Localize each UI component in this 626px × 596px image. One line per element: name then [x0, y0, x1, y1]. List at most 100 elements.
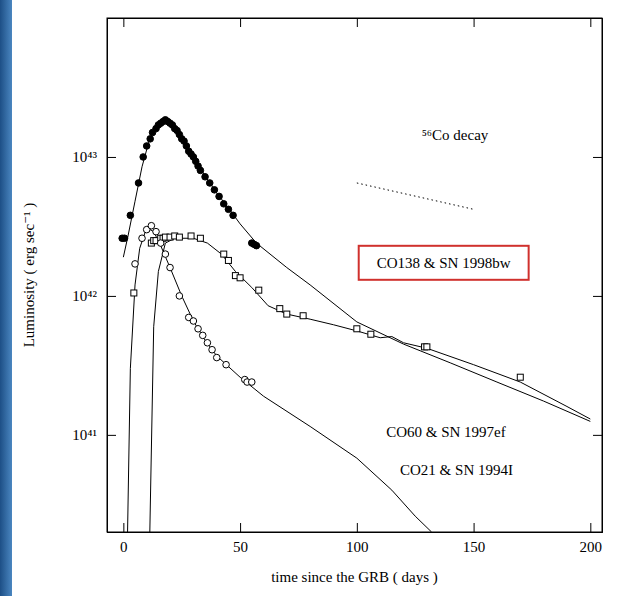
data-point [230, 212, 237, 219]
data-point [221, 251, 227, 257]
series-label: CO60 & SN 1997ef [386, 424, 506, 440]
tick-mark [123, 523, 124, 532]
data-point [197, 235, 203, 241]
y-axis-title: Luminosity ( erg sec⁻¹ ) [21, 203, 38, 348]
tick-mark [357, 523, 358, 532]
tick-mark [240, 18, 241, 27]
data-point [225, 206, 232, 213]
tick: 10⁴³ [72, 149, 116, 165]
chart-container: 05010015020010⁴¹10⁴²10⁴³time since the G… [0, 0, 626, 596]
data-point [237, 275, 243, 281]
axis-line [108, 19, 117, 533]
tick-mark [474, 523, 475, 532]
tick: 10⁴² [72, 288, 116, 304]
series-labels: CO138 & SN 1998bw CO60 & SN 1997ef CO21 & … [359, 127, 529, 478]
data-point [424, 344, 430, 350]
data-point [157, 240, 164, 247]
data-point [220, 201, 227, 208]
tick-label: 50 [233, 539, 248, 555]
tick-label: 10⁴³ [72, 149, 97, 165]
data-point [131, 290, 137, 296]
y-axis: 10⁴¹ 10⁴² 10⁴³ [72, 19, 116, 533]
data-point [256, 287, 262, 293]
tick: 200 [580, 523, 603, 555]
tick-mark [107, 157, 116, 158]
data-point [188, 233, 194, 239]
axis-line [108, 19, 603, 28]
series-label: CO138 & SN 1998bw [377, 255, 511, 271]
data-point [204, 339, 211, 346]
series-label-group: ⁵⁶Co decay [422, 127, 489, 143]
tick: 10⁴¹ [72, 427, 116, 443]
tick-mark [240, 523, 241, 532]
axis-line [593, 19, 603, 533]
model-curve [123, 120, 590, 422]
tick [357, 18, 358, 27]
data-point [202, 173, 209, 180]
background-strip [0, 0, 12, 596]
data-point [195, 325, 202, 332]
data-point [162, 251, 169, 258]
plot-area [119, 117, 590, 532]
data-point [167, 264, 174, 271]
data-point [225, 257, 231, 263]
data-point [213, 354, 220, 361]
tick-label: 10⁴¹ [72, 427, 97, 443]
data-point [176, 234, 182, 240]
tick [240, 18, 241, 27]
series-label: CO21 & SN 1994I [400, 462, 513, 478]
model-curve [149, 238, 590, 532]
data-point [284, 311, 290, 317]
data-point [300, 313, 306, 319]
tick [123, 18, 124, 27]
data-point [209, 346, 216, 353]
data-point [153, 228, 160, 235]
tick-label: 0 [120, 539, 128, 555]
tick [593, 435, 602, 436]
data-point [140, 154, 147, 161]
data-point [253, 242, 260, 249]
data-point [127, 212, 134, 219]
data-point [197, 167, 204, 174]
tick-mark [474, 18, 475, 27]
data-point [368, 331, 374, 337]
tick: 100 [346, 523, 369, 555]
x-axis: 0 50 100 150 200 [108, 523, 603, 555]
data-point [248, 379, 255, 386]
tick [474, 18, 475, 27]
tick-mark [593, 296, 602, 297]
tick-mark [357, 18, 358, 27]
tick-mark [593, 157, 602, 158]
data-point [223, 361, 230, 368]
line [357, 183, 474, 209]
tick-mark [593, 435, 602, 436]
plot-frame [107, 18, 602, 532]
data-point [190, 318, 197, 325]
data-point [199, 332, 206, 339]
data-point [143, 143, 150, 150]
tick-label: 100 [346, 539, 369, 555]
tick: 0 [120, 523, 128, 555]
background [0, 0, 626, 596]
data-point [147, 136, 154, 143]
data-point [176, 293, 183, 300]
data-point [277, 306, 283, 312]
tick [593, 296, 602, 297]
data-point [139, 235, 146, 242]
tick [593, 157, 602, 158]
data-point [135, 180, 142, 187]
series-label: ⁵⁶Co decay [422, 127, 489, 143]
tick-label: 10⁴² [72, 288, 97, 304]
data-point [517, 374, 523, 380]
data-point [121, 235, 128, 242]
data-point [354, 326, 360, 332]
tick: 150 [463, 523, 486, 555]
tick [590, 18, 591, 27]
data-point [216, 193, 223, 200]
x-axis-top [108, 18, 603, 27]
tick-mark [590, 523, 591, 532]
tick: 50 [233, 523, 248, 555]
lines [123, 120, 590, 532]
tick-mark [107, 435, 116, 436]
chart-svg: 05010015020010⁴¹10⁴²10⁴³time since the G… [0, 0, 626, 596]
